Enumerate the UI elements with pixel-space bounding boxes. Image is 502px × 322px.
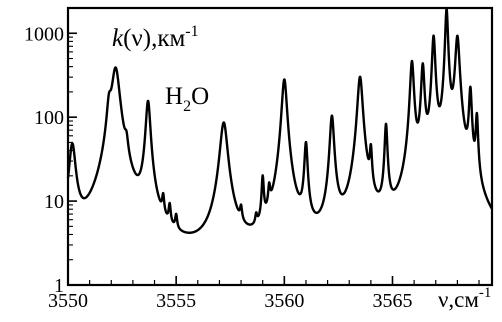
species-label-subscript: 2 [183, 98, 191, 115]
y-axis-label-exponent: -1 [185, 23, 198, 40]
y-tick-label: 100 [34, 107, 64, 129]
y-tick-label: 10 [44, 191, 64, 213]
y-axis-label-main: (ν),км [123, 25, 185, 52]
y-tick-label: 1 [54, 275, 64, 297]
x-tick-label: 3555 [156, 290, 196, 312]
x-axis-label: ν,см-1 [438, 285, 491, 312]
y-axis-label-k: k [112, 25, 124, 52]
x-tick-label: 3560 [264, 290, 304, 312]
x-axis-label-nu: ν, [438, 287, 454, 312]
x-axis-label-main: см [454, 287, 479, 312]
y-tick-label: 1000 [24, 23, 64, 45]
y-axis-label: k(ν),км-1 [112, 23, 199, 52]
ticks [67, 32, 480, 286]
absorption-spectrum-line [66, 7, 493, 234]
x-tick-label: 3565 [372, 290, 412, 312]
plot-frame [66, 6, 494, 287]
species-label-main: H [165, 83, 183, 110]
tick-labels: 3550 3555 3560 3565 1 10 100 1000 [24, 23, 412, 312]
x-tick-label: 3550 [48, 290, 88, 312]
species-label: H2O [165, 83, 209, 115]
species-label-suffix: O [191, 83, 209, 110]
x-axis-label-exponent: -1 [479, 285, 492, 301]
